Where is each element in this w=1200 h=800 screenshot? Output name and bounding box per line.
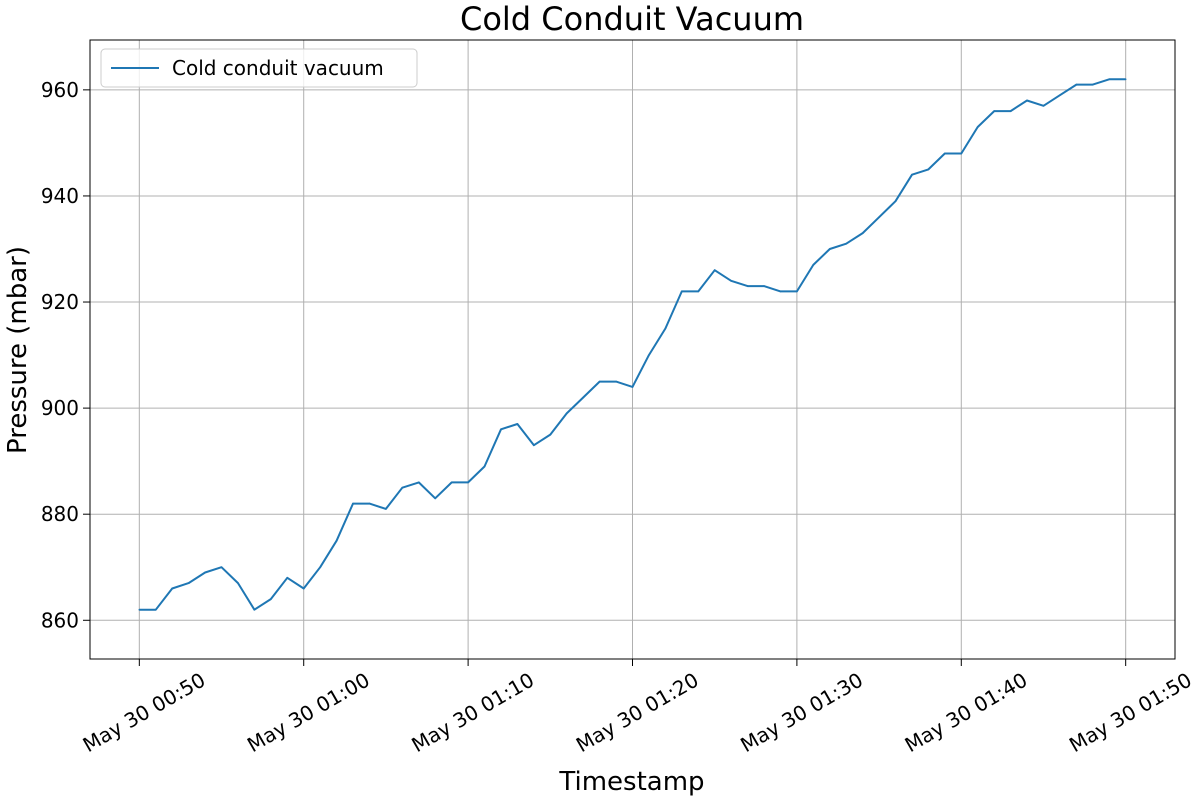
data-point bbox=[730, 280, 732, 282]
data-point bbox=[286, 577, 289, 579]
data-point bbox=[631, 386, 634, 388]
data-point bbox=[418, 481, 420, 484]
y-axis-title: Pressure (mbar) bbox=[3, 246, 33, 454]
data-point bbox=[450, 481, 453, 484]
chart-title: Cold Conduit Vacuum bbox=[460, 0, 804, 38]
y-tick-label: 920 bbox=[41, 290, 79, 314]
x-tick-label: May 30 01:10 bbox=[407, 668, 538, 757]
data-point bbox=[878, 216, 880, 218]
data-point bbox=[812, 264, 815, 266]
y-tick-label: 880 bbox=[41, 502, 79, 526]
data-point bbox=[565, 412, 568, 415]
data-point bbox=[1108, 78, 1110, 81]
grid-lines bbox=[90, 40, 1175, 659]
data-point bbox=[1075, 83, 1078, 86]
data-point bbox=[713, 269, 716, 272]
data-point bbox=[368, 502, 371, 505]
data-point bbox=[648, 354, 650, 356]
y-tick-label: 940 bbox=[41, 184, 79, 208]
data-point bbox=[1026, 99, 1028, 102]
y-axis: 860 880 900 920 940 960 bbox=[41, 78, 90, 632]
data-point bbox=[894, 200, 897, 202]
legend-label: Cold conduit vacuum bbox=[172, 56, 384, 80]
data-point bbox=[960, 152, 963, 155]
y-tick-label: 960 bbox=[41, 78, 79, 102]
data-point bbox=[434, 497, 437, 500]
data-point bbox=[516, 423, 519, 425]
data-point bbox=[681, 290, 683, 293]
data-point bbox=[155, 608, 157, 611]
data-point bbox=[302, 587, 305, 590]
data-point bbox=[582, 396, 584, 399]
data-point bbox=[1092, 83, 1094, 86]
x-tick-label: May 30 01:40 bbox=[901, 668, 1032, 757]
data-point bbox=[352, 502, 354, 505]
x-tick-label: May 30 01:00 bbox=[243, 668, 374, 757]
legend-box bbox=[100, 48, 418, 88]
data-point bbox=[993, 110, 995, 112]
data-point bbox=[237, 582, 239, 584]
data-point bbox=[270, 598, 272, 600]
data-point bbox=[976, 126, 979, 128]
data-point bbox=[500, 428, 502, 431]
data-point bbox=[253, 608, 256, 611]
data-point bbox=[763, 285, 765, 287]
data-point bbox=[467, 481, 469, 484]
data-point bbox=[927, 168, 930, 171]
data-point bbox=[549, 433, 552, 436]
x-tick-label: May 30 01:20 bbox=[572, 668, 703, 757]
x-axis: May 30 00:50 May 30 01:00 May 30 01:10 May … bbox=[79, 659, 1196, 757]
x-axis-title: Timestamp bbox=[558, 767, 704, 797]
data-point bbox=[401, 486, 404, 489]
x-tick-label: May 30 01:30 bbox=[736, 668, 867, 757]
data-point bbox=[861, 232, 864, 234]
data-point bbox=[746, 285, 749, 287]
data-point bbox=[779, 290, 782, 293]
y-tick-label: 900 bbox=[41, 396, 79, 420]
data-point bbox=[220, 566, 223, 568]
data-point bbox=[1009, 110, 1012, 112]
data-point bbox=[385, 508, 387, 510]
data-point bbox=[829, 248, 831, 250]
data-point bbox=[796, 290, 798, 293]
data-point bbox=[615, 380, 617, 383]
data-point bbox=[483, 465, 486, 468]
data-point bbox=[1059, 94, 1061, 96]
data-point bbox=[138, 608, 141, 611]
data-point bbox=[911, 173, 913, 176]
data-point bbox=[187, 582, 190, 584]
x-tick-label: May 30 00:50 bbox=[79, 668, 210, 757]
data-point bbox=[944, 152, 946, 155]
data-point bbox=[664, 327, 667, 330]
data-point bbox=[1124, 78, 1127, 81]
data-point bbox=[204, 571, 206, 574]
y-tick-label: 860 bbox=[41, 608, 79, 632]
x-tick-label: May 30 01:50 bbox=[1065, 668, 1196, 757]
legend: Cold conduit vacuum bbox=[100, 48, 418, 88]
series-layer bbox=[138, 78, 1127, 611]
data-point bbox=[1042, 105, 1045, 107]
data-point bbox=[845, 242, 847, 245]
data-point bbox=[171, 587, 173, 590]
data-point bbox=[335, 539, 338, 542]
data-point bbox=[598, 380, 601, 383]
data-point bbox=[319, 566, 322, 568]
data-point bbox=[533, 444, 535, 447]
data-point bbox=[697, 290, 700, 293]
